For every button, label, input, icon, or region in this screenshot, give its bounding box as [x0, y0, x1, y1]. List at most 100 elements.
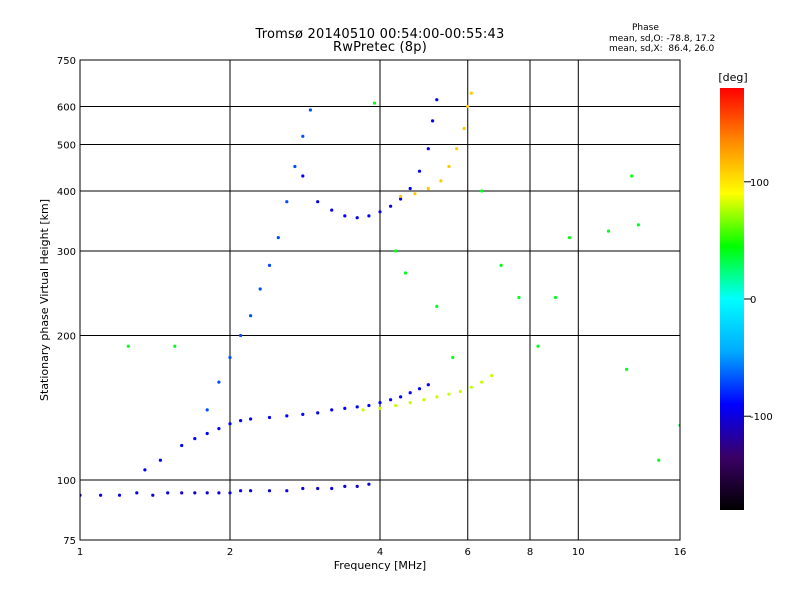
echo-point — [249, 417, 253, 421]
echo-point — [301, 174, 305, 178]
echo-point — [249, 314, 253, 318]
colorbar-tick-label: 100 — [750, 178, 769, 189]
echo-point — [447, 164, 451, 169]
echo-point — [135, 491, 139, 495]
echo-point — [567, 236, 572, 240]
echo-point — [606, 229, 611, 233]
phase-stats-o-mode: mean, sd,O: -78.8, 17.2 — [609, 34, 716, 44]
y-tick-label: 400 — [57, 187, 76, 198]
echo-point — [330, 486, 334, 491]
echo-point — [422, 398, 426, 402]
echo-point — [99, 493, 103, 497]
echo-point — [466, 104, 470, 109]
echo-point — [372, 101, 377, 105]
y-tick-label: 600 — [57, 103, 76, 114]
grid-lines — [80, 60, 680, 540]
x-tick-label: 16 — [674, 547, 687, 558]
echo-point — [343, 214, 347, 218]
echo-point — [378, 401, 382, 405]
echo-point — [193, 491, 197, 495]
echo-point — [394, 403, 398, 408]
y-tick-label: 100 — [57, 476, 76, 487]
echo-point — [630, 174, 634, 178]
x-tick-label: 8 — [527, 547, 533, 558]
echo-point — [301, 412, 305, 416]
echo-point — [451, 355, 455, 360]
echo-point — [435, 98, 439, 102]
echo-point — [117, 493, 122, 497]
echo-point — [435, 304, 439, 308]
echo-point — [258, 287, 262, 291]
echo-point — [499, 263, 503, 267]
echo-point — [399, 194, 403, 198]
echo-point — [378, 210, 382, 214]
echo-point — [408, 401, 412, 405]
echo-point — [355, 216, 359, 220]
colorbar-label: [deg] — [718, 71, 747, 84]
echo-point — [517, 295, 521, 300]
echo-point — [151, 493, 155, 497]
echo-point — [417, 387, 422, 391]
plot-frame — [79, 59, 681, 541]
y-tick-label: 300 — [57, 247, 76, 258]
echo-point — [394, 249, 398, 253]
echo-point — [355, 405, 359, 409]
colorbar — [720, 88, 744, 510]
echo-point — [389, 204, 393, 208]
echo-point — [455, 147, 459, 151]
echo-point — [330, 408, 334, 412]
echo-point — [126, 344, 130, 348]
echo-point — [431, 119, 435, 123]
echo-point — [267, 263, 272, 267]
chart-subtitle: RwPretec (8p) — [333, 40, 427, 55]
echo-point — [361, 408, 365, 412]
echo-point — [367, 403, 371, 408]
echo-point — [180, 443, 184, 448]
echo-point — [228, 491, 232, 495]
echo-point — [408, 186, 412, 191]
echo-point — [447, 392, 451, 396]
phase-stats-title: Phase — [632, 23, 659, 33]
echo-point — [193, 437, 197, 441]
echo-point — [536, 344, 540, 348]
axis-ticks: 1 2 4 6 8 10 16 75 100 200 300 400 500 600 750 — [57, 56, 686, 558]
echo-point — [330, 208, 334, 212]
echo-point — [426, 186, 430, 191]
echo-point — [228, 422, 232, 426]
echo-point — [308, 108, 312, 112]
echo-point — [217, 427, 221, 431]
x-tick-label: 4 — [377, 547, 383, 558]
echo-point — [217, 491, 221, 495]
echo-point — [458, 389, 462, 393]
echo-point — [343, 484, 347, 488]
echo-point — [657, 458, 661, 462]
y-tick-label: 500 — [57, 141, 76, 152]
echo-point — [408, 391, 412, 395]
colorbar-tick-label: -100 — [750, 412, 773, 423]
echo-point — [205, 408, 209, 412]
echo-point — [625, 367, 629, 371]
echo-point — [417, 169, 422, 173]
x-axis-label: Frequency [MHz] — [334, 559, 426, 572]
phase-stats-x-mode: mean, sd,X: 86.4, 26.0 — [609, 44, 715, 54]
echo-point — [301, 486, 305, 491]
echo-point — [426, 147, 430, 151]
echo-point — [267, 489, 272, 493]
echo-point — [343, 406, 347, 410]
echo-point — [426, 383, 430, 387]
echo-point — [217, 380, 221, 384]
echo-point — [413, 192, 417, 196]
echo-point — [158, 458, 162, 462]
echo-point — [173, 344, 177, 348]
echo-point — [355, 484, 359, 488]
chart-title: Tromsø 20140510 00:54:00-00:55:43 — [255, 27, 505, 42]
echo-point — [239, 489, 243, 493]
echo-point — [399, 395, 403, 399]
echo-point — [166, 491, 170, 495]
echo-point — [399, 197, 403, 201]
y-tick-label: 200 — [57, 332, 76, 343]
echo-point — [228, 355, 232, 360]
echo-point — [180, 491, 184, 495]
echo-point — [439, 179, 443, 183]
